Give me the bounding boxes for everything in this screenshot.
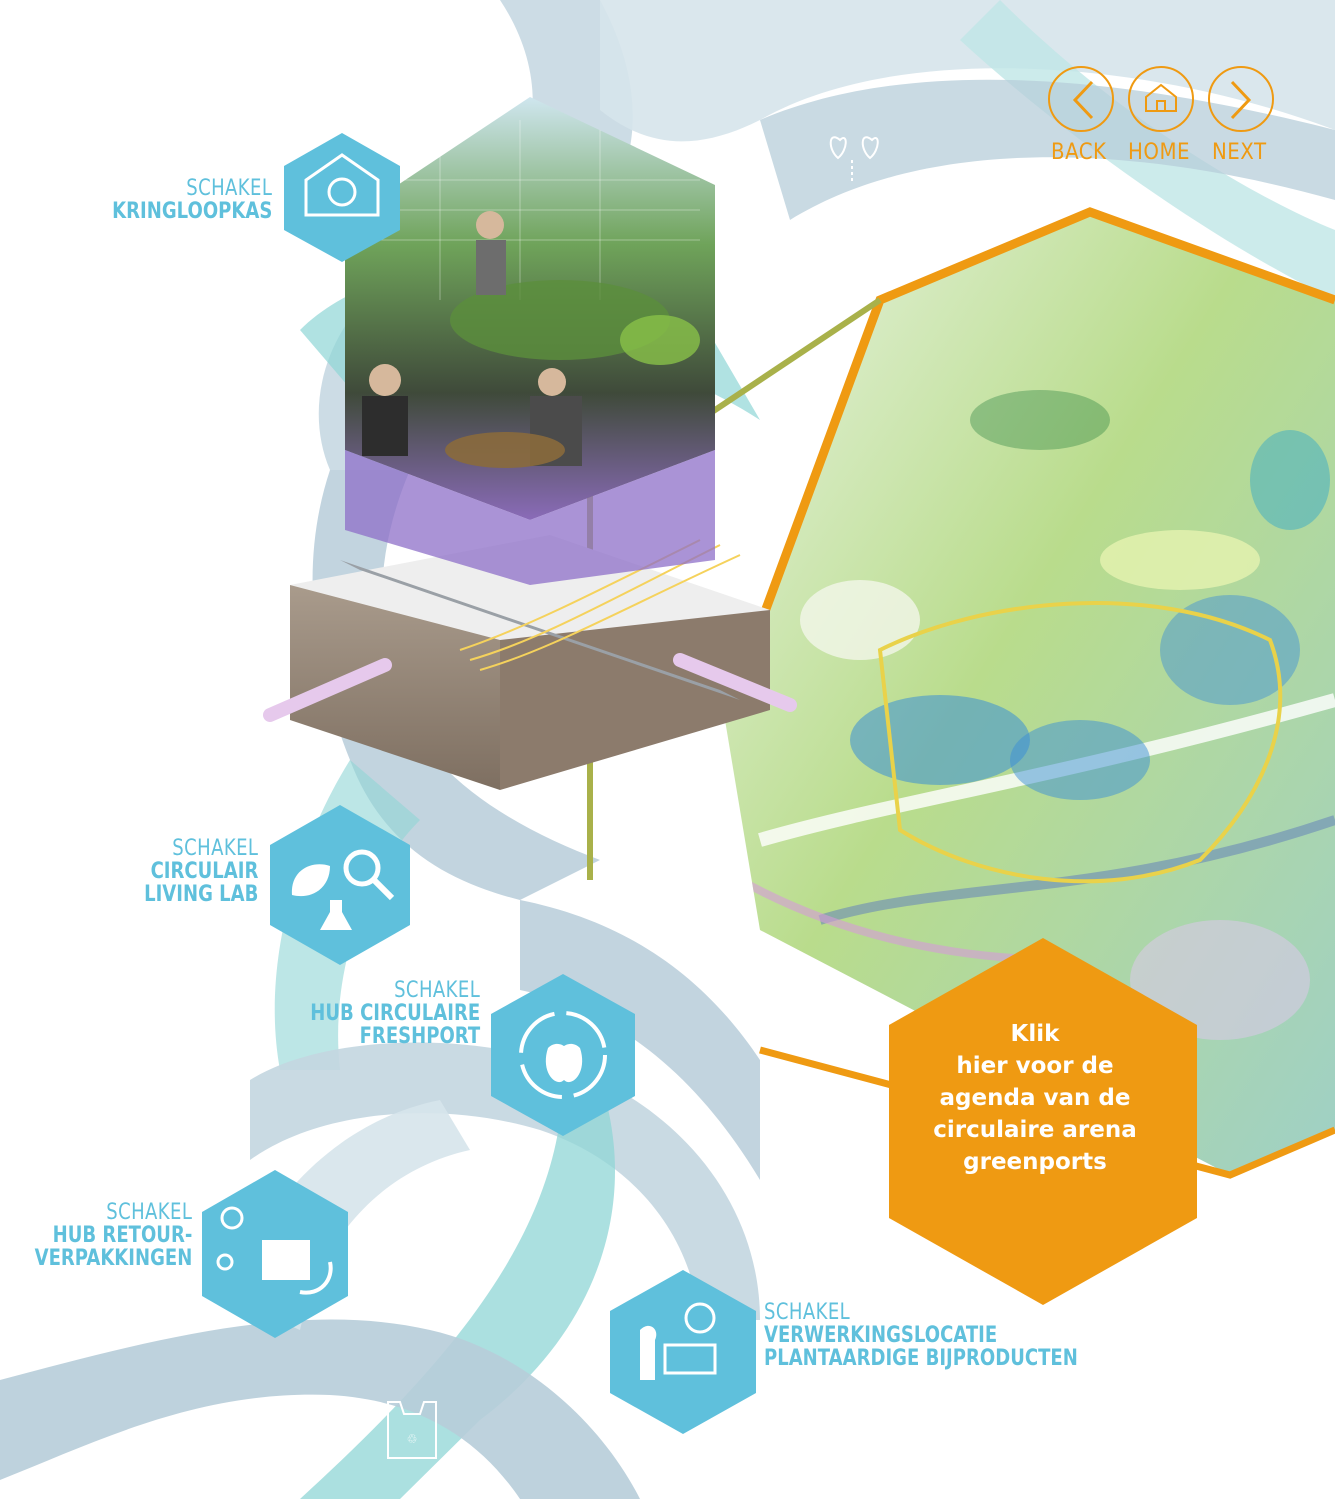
hexagon-hub-retour-verpakkingen[interactable] bbox=[202, 1170, 348, 1338]
soil-block-illustration bbox=[263, 535, 797, 790]
region-map[interactable] bbox=[720, 207, 1335, 1179]
schakel-circulair-living-lab-label[interactable]: SCHAKEL CIRCULAIR LIVING LAB bbox=[119, 836, 258, 908]
schakel-name-line-1: VERWERKINGSLOCATIE bbox=[764, 1323, 998, 1348]
hexagon-verwerkingslocatie[interactable] bbox=[610, 1270, 756, 1434]
home-label[interactable]: HOME bbox=[1128, 140, 1191, 165]
svg-text:♲: ♲ bbox=[407, 1432, 418, 1446]
home-button[interactable] bbox=[1128, 66, 1194, 132]
schakel-name-line-2: PLANTAARDIGE BIJPRODUCTEN bbox=[764, 1346, 1078, 1372]
next-label[interactable]: NEXT bbox=[1212, 140, 1267, 165]
schakel-name-line-1: CIRCULAIR bbox=[150, 859, 258, 884]
schakel-name-line-2: LIVING LAB bbox=[143, 882, 258, 908]
hexagon-kringloopkas[interactable] bbox=[284, 133, 400, 262]
hexagon-hub-circulaire-freshport[interactable] bbox=[491, 974, 635, 1136]
greenhouse-photo bbox=[345, 97, 715, 585]
schakel-name-line-2: FRESHPORT bbox=[359, 1024, 480, 1050]
recycle-bag-icon: ♲ bbox=[387, 1401, 437, 1459]
cta-line-5: greenports bbox=[963, 1149, 1107, 1175]
cta-line-4: circulaire arena bbox=[933, 1117, 1137, 1143]
back-label[interactable]: BACK bbox=[1051, 140, 1107, 165]
connector-line bbox=[698, 297, 882, 423]
schakel-name-line-2: VERPAKKINGEN bbox=[34, 1246, 192, 1272]
next-button[interactable] bbox=[1208, 66, 1274, 132]
cta-line-1: Klik bbox=[1010, 1021, 1060, 1047]
hexagon-circulair-living-lab[interactable] bbox=[270, 805, 410, 965]
schakel-hub-circulaire-freshport-label[interactable]: SCHAKEL HUB CIRCULAIRE FRESHPORT bbox=[273, 978, 480, 1050]
schakel-prefix: SCHAKEL bbox=[105, 1200, 192, 1225]
schakel-kringloopkas-label[interactable]: SCHAKEL KRINGLOOPKAS bbox=[77, 176, 272, 224]
back-button[interactable] bbox=[1048, 66, 1114, 132]
cta-line-2: hier voor de bbox=[956, 1053, 1114, 1079]
agenda-cta-text[interactable]: Klik hier voor de agenda van de circulai… bbox=[890, 1018, 1180, 1178]
schakel-prefix: SCHAKEL bbox=[185, 176, 272, 201]
sprout-icon bbox=[829, 136, 879, 182]
cta-line-3: agenda van de bbox=[939, 1085, 1131, 1111]
schakel-prefix: SCHAKEL bbox=[764, 1300, 851, 1325]
schakel-verwerkingslocatie-label[interactable]: SCHAKEL VERWERKINGSLOCATIE PLANTAARDIGE … bbox=[764, 1300, 1147, 1372]
schakel-name: KRINGLOOPKAS bbox=[111, 199, 272, 224]
schakel-name-line-1: HUB CIRCULAIRE bbox=[310, 1001, 480, 1026]
schakel-prefix: SCHAKEL bbox=[171, 836, 258, 861]
schakel-prefix: SCHAKEL bbox=[393, 978, 480, 1003]
agenda-cta-hexagon[interactable] bbox=[889, 938, 1197, 1305]
schakel-name-line-1: HUB RETOUR- bbox=[52, 1223, 193, 1248]
schakel-hub-retour-verpakkingen-label[interactable]: SCHAKEL HUB RETOUR- VERPAKKINGEN bbox=[0, 1200, 193, 1272]
